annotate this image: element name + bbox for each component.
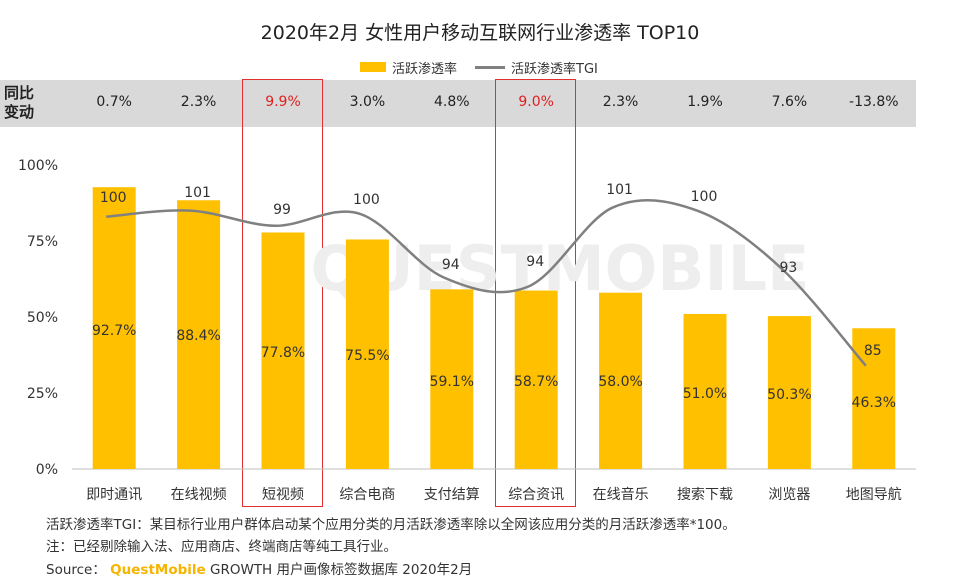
y-tick-label: 75% bbox=[27, 234, 58, 250]
yoy-label-line1: 同比 bbox=[4, 84, 35, 102]
x-tick-label: 支付结算 bbox=[424, 487, 480, 503]
yoy-value: -13.8% bbox=[849, 94, 899, 110]
y-tick-label: 0% bbox=[36, 462, 58, 478]
tgi-data-label: 94 bbox=[526, 254, 544, 270]
tgi-data-label: 100 bbox=[353, 192, 380, 208]
tgi-data-label: 85 bbox=[864, 343, 882, 359]
yoy-value: 0.7% bbox=[96, 94, 132, 110]
legend-bar-label: 活跃渗透率 bbox=[392, 61, 458, 77]
bar bbox=[92, 187, 136, 469]
y-tick-label: 100% bbox=[18, 158, 58, 174]
bar bbox=[345, 239, 389, 469]
tgi-data-label: 100 bbox=[691, 189, 718, 205]
yoy-row-label: 同比 变动 bbox=[4, 84, 60, 122]
tgi-data-label: 99 bbox=[273, 202, 291, 218]
bar bbox=[177, 200, 221, 469]
x-tick-label: 地图导航 bbox=[846, 487, 902, 503]
yoy-value: 3.0% bbox=[349, 94, 386, 110]
yoy-value: 1.9% bbox=[687, 94, 723, 110]
y-tick-label: 25% bbox=[27, 386, 58, 402]
footnote-source: Source： QuestMobile GROWTH 用户画像标签数据库 202… bbox=[46, 558, 472, 578]
tgi-data-label: 101 bbox=[184, 185, 211, 201]
bar-data-label: 92.7% bbox=[92, 323, 136, 339]
bar-data-label: 51.0% bbox=[683, 386, 727, 402]
source-brand: QuestMobile bbox=[110, 562, 206, 578]
bar bbox=[514, 290, 558, 469]
bar bbox=[852, 328, 896, 469]
x-tick-label: 搜索下载 bbox=[677, 486, 733, 503]
yoy-label-line2: 变动 bbox=[4, 103, 35, 121]
legend: 活跃渗透率 活跃渗透率TGI bbox=[360, 58, 598, 77]
yoy-value: 7.6% bbox=[771, 94, 808, 110]
bar-data-label: 88.4% bbox=[176, 328, 220, 344]
x-tick-label: 即时通讯 bbox=[86, 487, 142, 503]
legend-line-label: 活跃渗透率TGI bbox=[511, 61, 598, 77]
bar-data-label: 59.1% bbox=[430, 374, 474, 390]
bar-data-label: 77.8% bbox=[261, 345, 305, 361]
x-tick-label: 在线视频 bbox=[171, 487, 227, 503]
bar bbox=[261, 232, 305, 469]
yoy-value: 2.3% bbox=[180, 94, 217, 110]
tgi-data-label: 100 bbox=[100, 190, 127, 206]
legend-bar-swatch bbox=[360, 62, 386, 72]
y-tick-label: 50% bbox=[27, 310, 58, 326]
chart-title: 2020年2月 女性用户移动互联网行业渗透率 TOP10 bbox=[260, 22, 700, 44]
watermark: QUESTMOBILE bbox=[311, 232, 810, 305]
bar-data-label: 58.7% bbox=[514, 374, 558, 390]
yoy-band bbox=[0, 80, 916, 127]
bar-data-label: 46.3% bbox=[852, 395, 896, 411]
x-tick-label: 综合资讯 bbox=[508, 487, 564, 503]
x-tick-label: 在线音乐 bbox=[593, 486, 649, 503]
yoy-value: 4.8% bbox=[434, 94, 470, 110]
yoy-value: 9.9% bbox=[265, 94, 301, 110]
footnote-tgi: 活跃渗透率TGI：某目标行业用户群体启动某个应用分类的月活跃渗透率除以全网该应用… bbox=[46, 517, 736, 533]
source-text: GROWTH 用户画像标签数据库 2020年2月 bbox=[209, 562, 473, 578]
tgi-data-label: 101 bbox=[606, 182, 633, 198]
x-tick-label: 综合电商 bbox=[339, 487, 395, 503]
bar bbox=[683, 313, 727, 469]
bar bbox=[599, 292, 643, 469]
source-label: Source： bbox=[46, 562, 106, 578]
highlight-box bbox=[242, 79, 323, 507]
bar-data-label: 58.0% bbox=[598, 374, 642, 390]
x-tick-label: 短视频 bbox=[262, 487, 304, 503]
tgi-line bbox=[106, 198, 867, 367]
bar bbox=[767, 316, 811, 469]
x-tick-label: 浏览器 bbox=[768, 487, 810, 503]
bar-data-label: 75.5% bbox=[345, 348, 389, 364]
tgi-data-label: 93 bbox=[779, 260, 797, 276]
yoy-value: 2.3% bbox=[602, 94, 639, 110]
bar bbox=[430, 289, 474, 469]
bar-data-label: 50.3% bbox=[767, 387, 811, 403]
yoy-value: 9.0% bbox=[518, 94, 554, 110]
footnote-note: 注：已经剔除输入法、应用商店、终端商店等纯工具行业。 bbox=[46, 539, 397, 555]
tgi-data-label: 94 bbox=[442, 257, 460, 273]
legend-line-swatch bbox=[475, 65, 506, 69]
